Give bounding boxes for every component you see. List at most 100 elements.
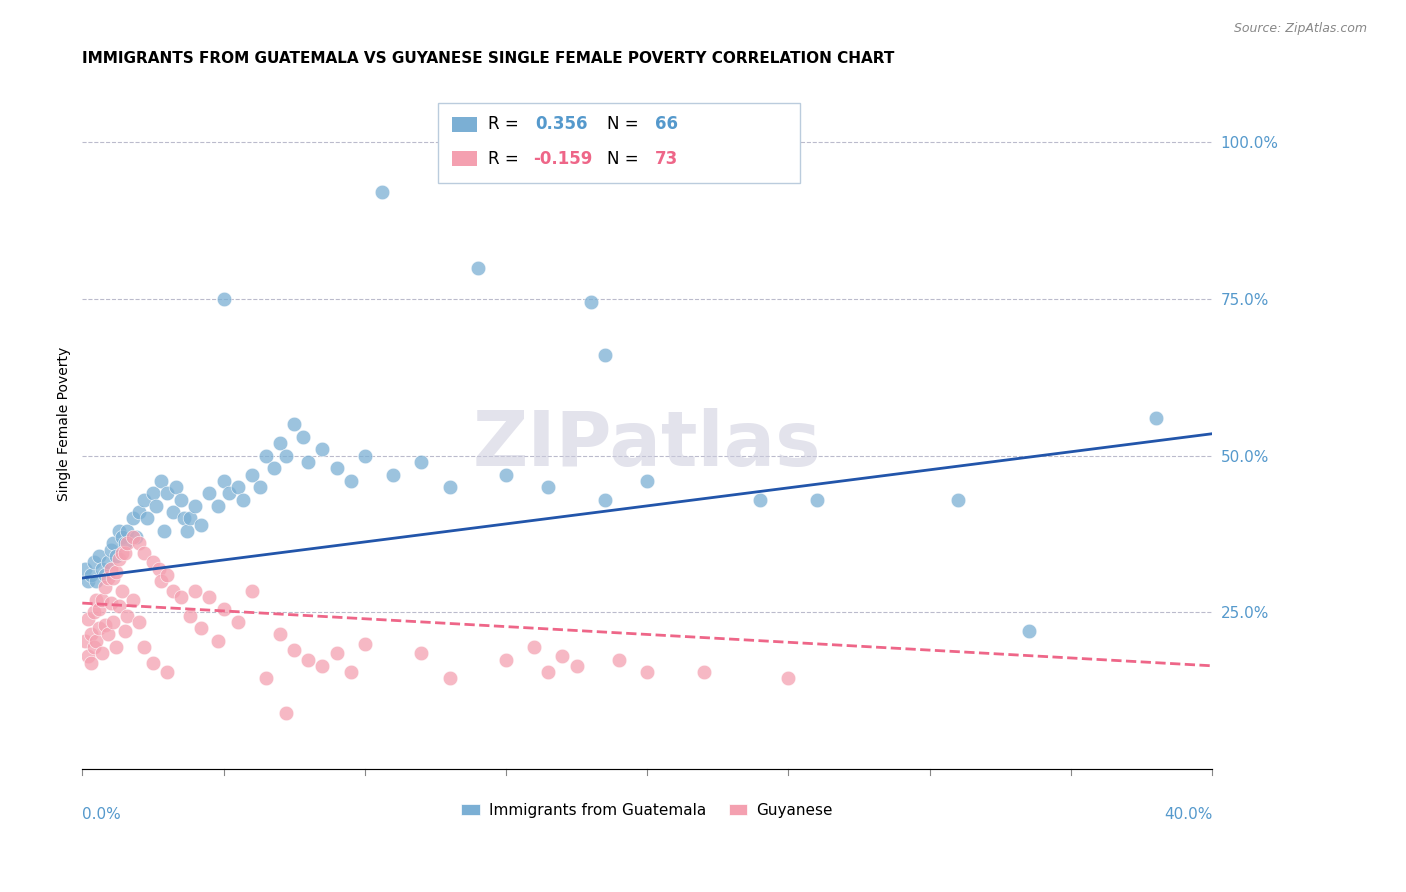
Point: [100, 596, 122, 610]
Point: [297, 455, 319, 469]
Point: [105, 640, 128, 654]
Point: [226, 615, 249, 629]
Point: [946, 492, 969, 507]
Point: [122, 593, 145, 607]
Point: [370, 186, 392, 200]
Point: [297, 652, 319, 666]
Point: [283, 643, 305, 657]
Point: [263, 461, 285, 475]
FancyBboxPatch shape: [451, 151, 477, 166]
Point: [80, 656, 103, 670]
Point: [212, 474, 235, 488]
Point: [111, 583, 134, 598]
Point: [254, 449, 277, 463]
Point: [162, 505, 184, 519]
Point: [134, 492, 156, 507]
Point: [94, 581, 117, 595]
Point: [114, 546, 136, 560]
Point: [353, 637, 375, 651]
Point: [83, 606, 105, 620]
Point: [495, 652, 517, 666]
Text: 40.0%: 40.0%: [1164, 807, 1212, 822]
Point: [134, 640, 156, 654]
Point: [153, 524, 176, 538]
Point: [274, 449, 297, 463]
Point: [122, 511, 145, 525]
Point: [1144, 411, 1167, 425]
Point: [103, 615, 125, 629]
Point: [339, 665, 361, 679]
Point: [136, 511, 159, 525]
Point: [291, 430, 314, 444]
Point: [495, 467, 517, 482]
Point: [125, 530, 148, 544]
Point: [439, 480, 461, 494]
Point: [111, 546, 134, 560]
Point: [128, 505, 150, 519]
Point: [179, 608, 201, 623]
Point: [523, 640, 546, 654]
Point: [593, 492, 616, 507]
Point: [198, 590, 221, 604]
Point: [150, 474, 173, 488]
Point: [77, 574, 100, 588]
Point: [97, 627, 120, 641]
Point: [97, 555, 120, 569]
Point: [693, 665, 716, 679]
Point: [212, 602, 235, 616]
Point: [382, 467, 405, 482]
Point: [1018, 624, 1040, 639]
Point: [170, 590, 193, 604]
Point: [607, 652, 630, 666]
Text: Source: ZipAtlas.com: Source: ZipAtlas.com: [1233, 22, 1367, 36]
Point: [249, 480, 271, 494]
Point: [108, 599, 131, 614]
Point: [142, 486, 165, 500]
Point: [240, 583, 263, 598]
Point: [198, 486, 221, 500]
Point: [339, 474, 361, 488]
Point: [170, 492, 193, 507]
Point: [150, 574, 173, 588]
Point: [212, 292, 235, 306]
Text: 66: 66: [655, 115, 678, 133]
Point: [86, 574, 108, 588]
Text: N =: N =: [606, 150, 644, 168]
Point: [128, 536, 150, 550]
Text: IMMIGRANTS FROM GUATEMALA VS GUYANESE SINGLE FEMALE POVERTY CORRELATION CHART: IMMIGRANTS FROM GUATEMALA VS GUYANESE SI…: [83, 51, 894, 66]
Text: R =: R =: [488, 150, 524, 168]
Point: [207, 633, 229, 648]
Point: [142, 656, 165, 670]
Text: 73: 73: [655, 150, 679, 168]
Point: [269, 627, 291, 641]
Point: [179, 511, 201, 525]
Point: [537, 480, 560, 494]
FancyBboxPatch shape: [439, 103, 800, 183]
Point: [114, 624, 136, 639]
Point: [91, 561, 114, 575]
Point: [311, 442, 333, 457]
Point: [91, 646, 114, 660]
Point: [190, 621, 212, 635]
Point: [593, 348, 616, 362]
Point: [75, 633, 97, 648]
Text: -0.159: -0.159: [533, 150, 592, 168]
Point: [353, 449, 375, 463]
Point: [311, 658, 333, 673]
Point: [749, 492, 772, 507]
Point: [207, 499, 229, 513]
Point: [240, 467, 263, 482]
Point: [184, 499, 207, 513]
Point: [89, 549, 111, 563]
Point: [86, 593, 108, 607]
Point: [806, 492, 828, 507]
Point: [89, 602, 111, 616]
Point: [439, 671, 461, 685]
Point: [128, 615, 150, 629]
Point: [165, 480, 187, 494]
Text: 0.0%: 0.0%: [83, 807, 121, 822]
Point: [103, 536, 125, 550]
Point: [77, 649, 100, 664]
Point: [269, 436, 291, 450]
Text: N =: N =: [606, 115, 644, 133]
